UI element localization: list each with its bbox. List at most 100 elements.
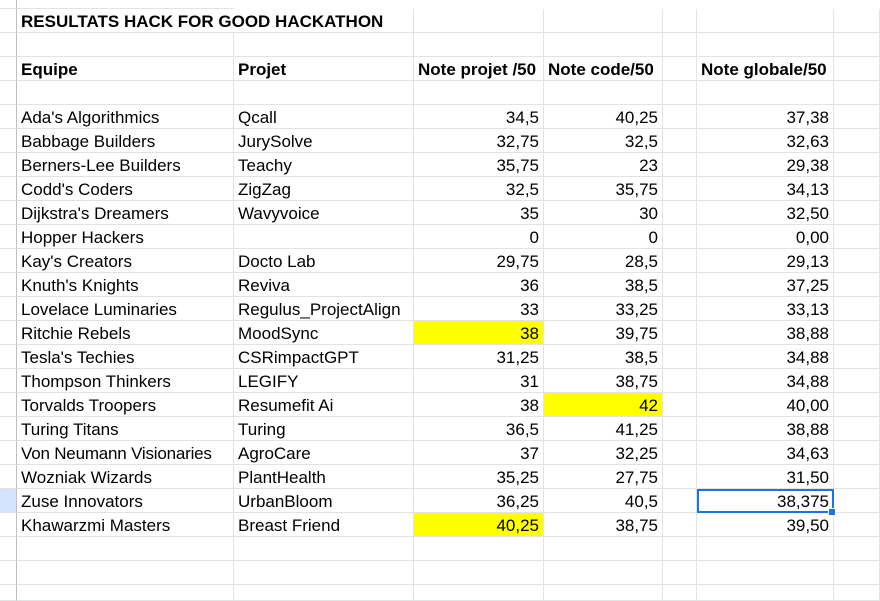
row-header-selected[interactable] [0,489,17,513]
team-cell[interactable]: Hopper Hackers [17,225,234,249]
team-cell[interactable]: Torvalds Troopers [17,393,234,417]
row-header[interactable] [0,57,17,81]
team-cell[interactable]: Knuth's Knights [17,273,234,297]
project-cell[interactable]: Turing [234,417,414,441]
project-score-cell[interactable]: 32,75 [414,129,544,153]
project-score-cell[interactable]: 36,5 [414,417,544,441]
code-score-cell-highlighted[interactable]: 42 [544,393,663,417]
project-cell[interactable]: Regulus_ProjectAlign [234,297,414,321]
team-cell[interactable]: Lovelace Luminaries [17,297,234,321]
team-cell[interactable]: Babbage Builders [17,129,234,153]
project-cell[interactable] [234,225,414,249]
row-header[interactable] [0,9,17,33]
global-score-cell[interactable]: 32,63 [697,129,834,153]
global-score-cell-active[interactable]: 38,375 [697,489,834,513]
project-cell[interactable]: Docto Lab [234,249,414,273]
global-score-cell[interactable]: 33,13 [697,297,834,321]
team-cell[interactable]: Khawarzmi Masters [17,513,234,537]
code-score-cell[interactable]: 33,25 [544,297,663,321]
project-score-cell[interactable]: 37 [414,441,544,465]
code-score-cell[interactable]: 35,75 [544,177,663,201]
project-cell[interactable]: Qcall [234,105,414,129]
global-score-cell[interactable]: 31,50 [697,465,834,489]
code-score-cell[interactable]: 0 [544,225,663,249]
global-score-cell[interactable]: 0,00 [697,225,834,249]
global-score-cell[interactable]: 34,88 [697,369,834,393]
project-score-cell[interactable]: 38 [414,393,544,417]
sheet-title[interactable]: RESULTATS HACK FOR GOOD HACKATHON [17,9,383,33]
global-score-cell[interactable]: 38,88 [697,321,834,345]
team-cell[interactable]: Kay's Creators [17,249,234,273]
project-score-cell-highlighted[interactable]: 40,25 [414,513,544,537]
team-cell[interactable]: Tesla's Techies [17,345,234,369]
project-cell[interactable]: PlantHealth [234,465,414,489]
global-score-cell[interactable]: 38,88 [697,417,834,441]
team-cell[interactable]: Dijkstra's Dreamers [17,201,234,225]
team-cell[interactable]: Ritchie Rebels [17,321,234,345]
code-score-cell[interactable]: 28,5 [544,249,663,273]
global-score-cell[interactable]: 29,38 [697,153,834,177]
header-project[interactable]: Projet [234,57,414,81]
project-cell[interactable]: AgroCare [234,441,414,465]
project-score-cell[interactable]: 32,5 [414,177,544,201]
project-score-cell[interactable]: 31,25 [414,345,544,369]
project-score-cell[interactable]: 35,75 [414,153,544,177]
project-cell[interactable]: UrbanBloom [234,489,414,513]
project-score-cell[interactable]: 29,75 [414,249,544,273]
project-cell[interactable]: Teachy [234,153,414,177]
project-score-cell[interactable]: 35 [414,201,544,225]
global-score-cell[interactable]: 37,38 [697,105,834,129]
project-cell[interactable]: Wavyvoice [234,201,414,225]
project-score-cell[interactable]: 35,25 [414,465,544,489]
team-cell[interactable]: Codd's Coders [17,177,234,201]
project-cell[interactable]: MoodSync [234,321,414,345]
project-score-cell[interactable]: 36 [414,273,544,297]
code-score-cell[interactable]: 38,5 [544,273,663,297]
code-score-cell[interactable]: 23 [544,153,663,177]
global-score-cell[interactable]: 39,50 [697,513,834,537]
project-score-cell[interactable]: 34,5 [414,105,544,129]
project-cell[interactable]: ZigZag [234,177,414,201]
code-score-cell[interactable]: 32,25 [544,441,663,465]
project-cell[interactable]: LEGIFY [234,369,414,393]
team-cell[interactable]: Turing Titans [17,417,234,441]
header-team[interactable]: Equipe [17,57,234,81]
code-score-cell[interactable]: 30 [544,201,663,225]
code-score-cell[interactable]: 39,75 [544,321,663,345]
global-score-cell[interactable]: 34,63 [697,441,834,465]
team-cell[interactable]: Wozniak Wizards [17,465,234,489]
code-score-cell[interactable]: 41,25 [544,417,663,441]
header-code-score[interactable]: Note code/50 [544,57,663,81]
header-global-score[interactable]: Note globale/50 [697,57,834,81]
code-score-cell[interactable]: 38,75 [544,513,663,537]
team-cell[interactable]: Berners-Lee Builders [17,153,234,177]
code-score-cell[interactable]: 32,5 [544,129,663,153]
global-score-cell[interactable]: 37,25 [697,273,834,297]
project-cell[interactable]: Breast Friend [234,513,414,537]
code-score-cell[interactable]: 40,25 [544,105,663,129]
fill-handle[interactable] [828,508,836,516]
project-score-cell[interactable]: 0 [414,225,544,249]
team-cell[interactable]: Ada's Algorithmics [17,105,234,129]
global-score-cell[interactable]: 29,13 [697,249,834,273]
global-score-cell[interactable]: 34,88 [697,345,834,369]
team-cell[interactable]: Zuse Innovators [17,489,234,513]
project-score-cell[interactable]: 31 [414,369,544,393]
project-cell[interactable]: JurySolve [234,129,414,153]
team-cell[interactable]: Thompson Thinkers [17,369,234,393]
project-score-cell[interactable]: 36,25 [414,489,544,513]
global-score-cell[interactable]: 32,50 [697,201,834,225]
team-cell[interactable]: Von Neumann Visionaries [17,441,234,465]
project-score-cell-highlighted[interactable]: 38 [414,321,544,345]
project-cell[interactable]: CSRimpactGPT [234,345,414,369]
global-score-cell[interactable]: 40,00 [697,393,834,417]
code-score-cell[interactable]: 38,75 [544,369,663,393]
project-cell[interactable]: Reviva [234,273,414,297]
project-score-cell[interactable]: 33 [414,297,544,321]
global-score-cell[interactable]: 34,13 [697,177,834,201]
code-score-cell[interactable]: 38,5 [544,345,663,369]
project-cell[interactable]: Resumefit Ai [234,393,414,417]
header-project-score[interactable]: Note projet /50 [414,57,544,81]
code-score-cell[interactable]: 40,5 [544,489,663,513]
code-score-cell[interactable]: 27,75 [544,465,663,489]
